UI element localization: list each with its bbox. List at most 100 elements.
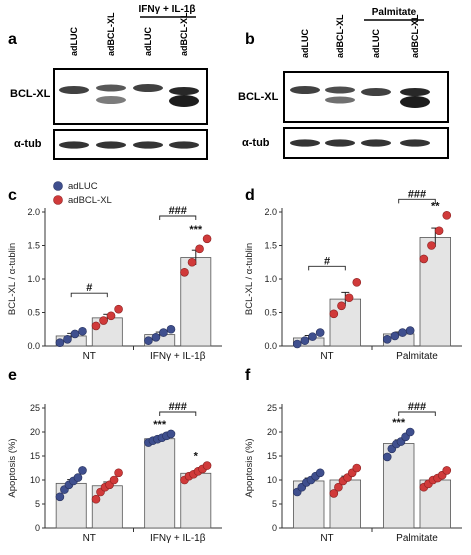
chart-e-point-0-0-0 [55,492,65,502]
chart-e-sig-bracket-0 [159,411,197,416]
chart-c-group-label-0: NT [83,351,96,362]
chart-c-sig-bracket-0 [70,292,108,298]
chart-f-ytick-label-5: 25 [267,403,277,413]
chart-f-sig-star-1: *** [392,417,406,429]
chart-d-point-0-0-2 [308,332,317,341]
panel-label-f: f [245,367,251,384]
blot-a-lane-label-4: adBCL-XL [179,12,189,56]
chart-c-point-1-1-0 [180,267,189,277]
chart-f-group-label-1: Palmitate [396,533,438,544]
chart-d-sig-star-2: ** [431,200,440,212]
blot-b-lane-label-3: adLUC [371,29,381,59]
chart-d-point-1-0-3 [352,278,362,287]
blot-a-tub-band-4 [169,141,199,149]
chart-d-point-1-0-1 [337,301,346,311]
chart-c-point-1-0-2 [106,311,116,321]
blot-a-bclxl-band-2-2 [96,96,126,104]
blot-b-bclxl-band-4-2 [400,96,430,108]
chart-d-ytick-label-2: 1.0 [264,274,277,284]
chart-d-point-0-1-2 [398,328,407,337]
chart-e-point-0-0-5 [78,466,87,475]
panel-label-b: b [245,31,255,48]
blot-b-tub-band-4 [400,139,430,147]
blot-a-bclxl-band-3-1 [133,84,163,92]
chart-c-point-0-0-1 [63,334,72,344]
chart-c-sig-label-0: # [86,282,92,294]
chart-f-group-label-0: NT [320,533,333,544]
chart-c-ytick-label-1: 0.5 [27,308,40,318]
chart-e-ytick-label-0: 0 [35,523,40,533]
chart-e-sig-star-1: *** [153,419,167,431]
chart-c-point-1-1-3 [202,234,212,244]
chart-d-bar-1-1 [419,237,452,347]
chart-e-ytick-label-3: 15 [30,451,40,461]
chart-d: BCL-XL / α-tublin 0.0 0.5 1.0 1.5 2.0 NT Palmit… [244,188,462,362]
chart-e-point-1-1-5 [202,461,212,470]
chart-c-point-0-0-2 [70,329,80,339]
chart-c-ytick-label-2: 1.0 [27,274,40,284]
chart-e-ytick-label-2: 10 [30,475,40,485]
blot-a-row-bclxl: BCL-XL [10,88,51,100]
blot-b-bclxl-band-1-1 [290,86,320,94]
western-blot-a: IFNγ + IL-1β adLUC adBCL-XL adLUC adBCL-XL … [10,4,208,160]
chart-d-point-0-1-1 [390,331,400,341]
legend-adbclxl-label: adBCL-XL [68,195,112,206]
chart-c: BCL-XL / α-tublin 0.0 0.5 1.0 1.5 2.0 NT IFNγ +… [7,205,222,362]
western-blot-b: Palmitate adLUC adBCL-XL adLUC adBCL-XL BCL… [238,7,449,159]
blot-a-tub-band-3 [133,141,163,149]
chart-e-bar-0-1 [144,438,176,529]
chart-c-point-0-1-3 [166,324,176,334]
chart-c-point-0-0-3 [78,326,87,336]
panel-label-e: e [8,367,17,384]
chart-c-point-0-1-2 [159,328,168,337]
chart-f-point-0-1-5 [405,427,415,437]
chart-c-sig-bracket-1 [159,215,197,220]
chart-c-sig-label-1: ### [169,205,187,217]
chart-d-point-0-1-3 [405,326,415,335]
chart-e-point-0-0-4 [73,473,83,482]
chart-e-ytick-label-5: 25 [30,403,40,413]
chart-e-ytick-label-1: 5 [35,499,40,509]
chart-f-ytick-label-4: 20 [267,427,277,437]
blot-b-tub-band-2 [325,139,355,147]
legend-adbclxl-marker [53,195,63,205]
chart-c-point-1-0-0 [91,321,101,331]
chart-e-sig-star-2: * [194,451,199,463]
chart-e: Apoptosis (%) 0 5 10 15 20 25 NT IFNγ + IL-1β ###… [7,401,222,544]
blot-b-lane-label-4: adBCL-XL [410,14,420,58]
chart-d-point-1-1-0 [419,254,429,264]
blot-b-row-tub: α-tub [242,137,270,149]
chart-f-sig-label-0: ### [408,401,426,413]
chart-f-ytick-label-3: 15 [267,451,277,461]
chart-d-point-1-1-1 [427,241,436,250]
chart-c-point-1-1-2 [195,244,204,254]
chart-e-point-1-0-0 [91,494,101,504]
blot-a-row-tub: α-tub [14,138,42,150]
chart-d-point-0-1-0 [382,334,392,344]
blot-b-lane-label-2: adBCL-XL [335,14,345,58]
blot-b-bclxl-band-3-1 [361,88,391,96]
blot-b-tub-band-3 [361,139,391,147]
chart-e-point-1-0-4 [109,475,119,485]
chart-c-point-1-0-1 [99,316,108,325]
panel-label-d: d [245,187,255,204]
chart-d-ytick-label-3: 1.5 [264,241,277,251]
blot-a-bclxl-band-2-1 [96,84,126,92]
chart-f-ylabel: Apoptosis (%) [244,438,255,497]
legend-adluc-marker [53,181,63,191]
chart-d-group-label-0: NT [320,351,333,362]
chart-e-point-0-1-5 [166,429,176,439]
blot-a-lane-label-1: adLUC [69,27,79,57]
blot-b-bclxl-band-2-2 [325,96,355,104]
blot-a-lane-label-3: adLUC [143,27,153,57]
blot-a-lane-label-2: adBCL-XL [106,12,116,56]
chart-f-point-1-0-1 [334,482,343,492]
chart-f-ytick-label-0: 0 [272,523,277,533]
blot-a-tub-band-1 [59,141,89,149]
blot-a-bclxl-band-4-1 [169,87,199,95]
chart-c-sig-star-2: *** [189,224,203,236]
blot-b-lane-label-1: adLUC [300,29,310,59]
chart-f-sig-bracket-0 [398,411,436,416]
chart-c-ytick-label-3: 1.5 [27,241,40,251]
